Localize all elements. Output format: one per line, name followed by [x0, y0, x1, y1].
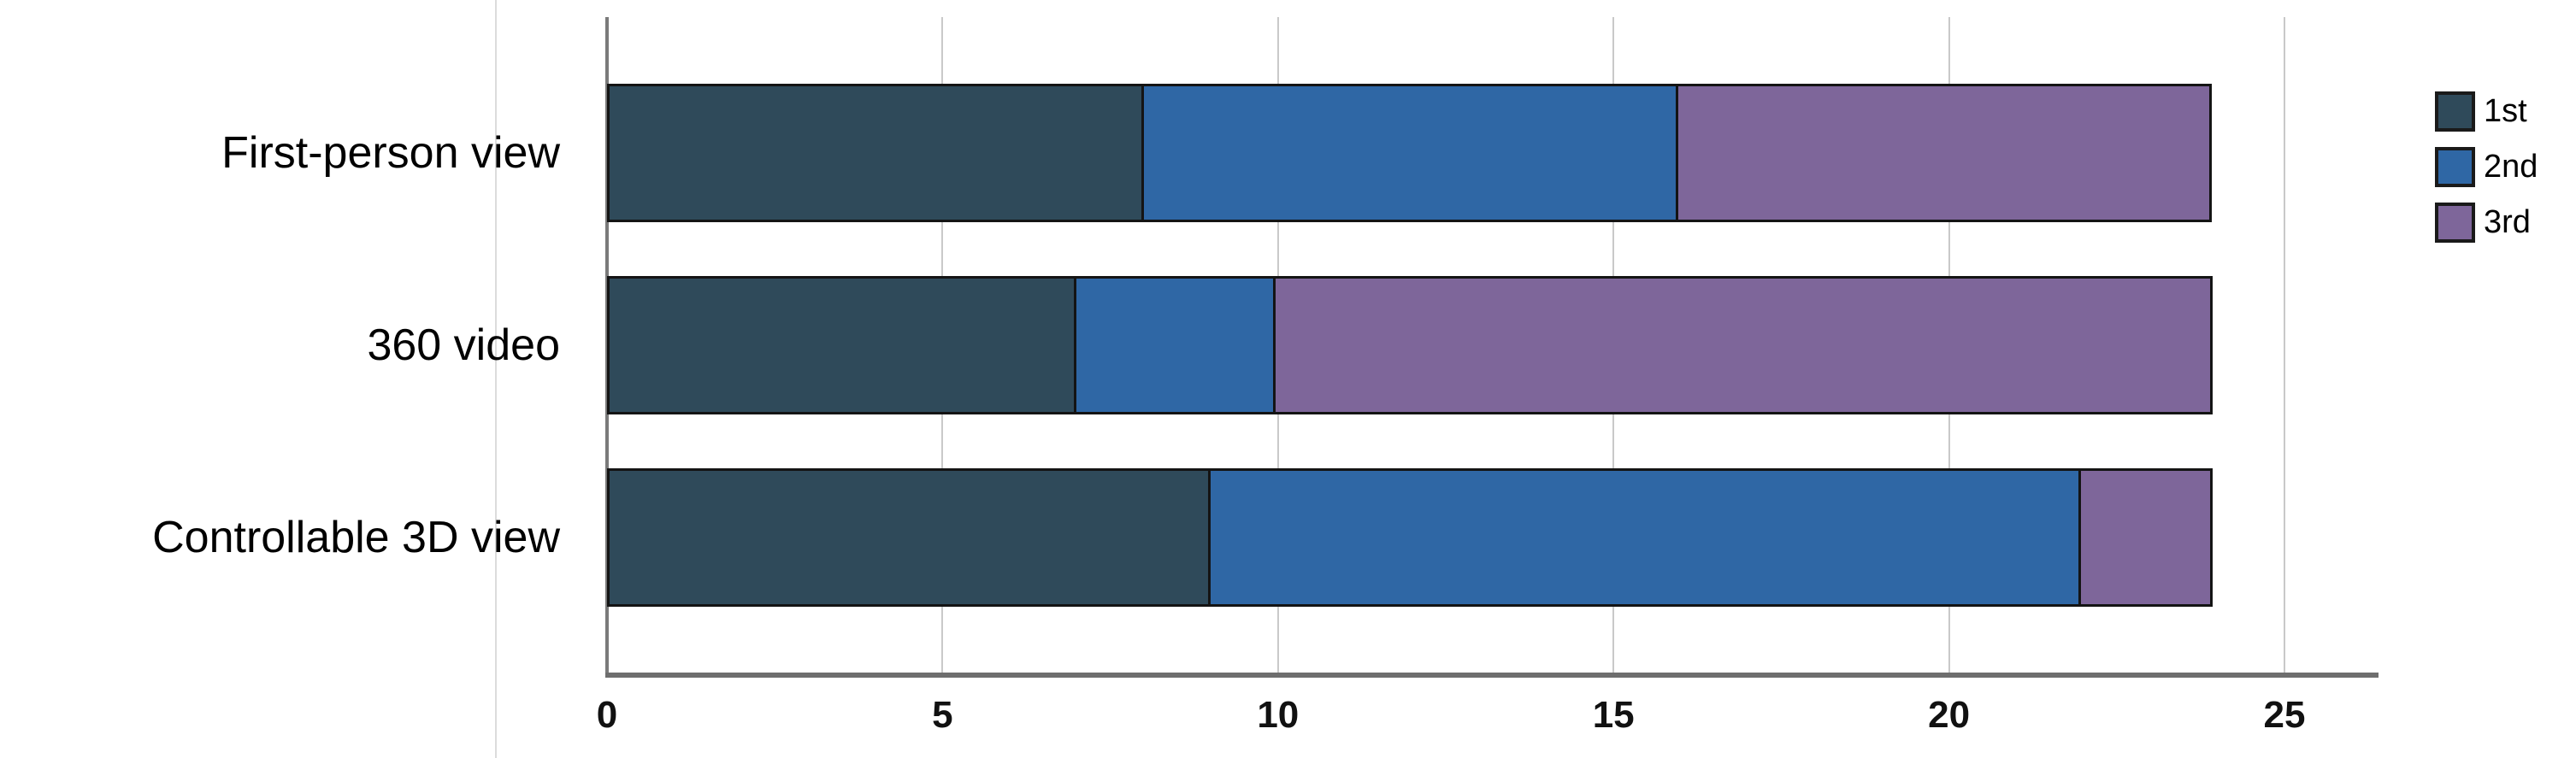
legend-swatch	[2435, 91, 2475, 132]
x-axis-line	[605, 673, 2379, 678]
bar-segment-1st	[607, 276, 1077, 414]
legend-swatch	[2435, 146, 2475, 187]
bar-row	[607, 84, 2213, 222]
x-tick-label: 10	[1257, 694, 1300, 736]
bar-segment-2nd	[1208, 468, 2081, 607]
category-label: Controllable 3D view	[152, 513, 560, 562]
bar-segment-3rd	[2078, 468, 2213, 607]
legend-item: 1st	[2435, 91, 2538, 132]
legend-item: 3rd	[2435, 202, 2538, 243]
legend-label: 1st	[2484, 92, 2527, 129]
legend-item: 2nd	[2435, 146, 2538, 187]
x-tick-label: 20	[1928, 694, 1971, 736]
legend-swatch	[2435, 202, 2475, 243]
x-tick-label: 5	[932, 694, 953, 736]
bar-segment-2nd	[1141, 84, 1678, 222]
category-label: First-person view	[221, 128, 560, 178]
bar-segment-3rd	[1272, 276, 2213, 414]
bar-row	[607, 468, 2213, 607]
column-divider-line	[495, 0, 497, 758]
gridline	[2284, 17, 2285, 673]
bar-segment-1st	[607, 468, 1211, 607]
x-tick-label: 0	[596, 694, 618, 736]
bar-row	[607, 276, 2213, 414]
legend-label: 3rd	[2484, 203, 2531, 240]
x-tick-label: 25	[2263, 694, 2306, 736]
legend-label: 2nd	[2484, 148, 2538, 185]
x-tick-label: 15	[1592, 694, 1635, 736]
bar-segment-1st	[607, 84, 1144, 222]
plot-area	[605, 17, 2379, 678]
category-label: 360 video	[367, 320, 560, 370]
bar-segment-2nd	[1074, 276, 1276, 414]
bar-segment-3rd	[1675, 84, 2213, 222]
legend: 1st 2nd 3rd	[2435, 91, 2538, 257]
